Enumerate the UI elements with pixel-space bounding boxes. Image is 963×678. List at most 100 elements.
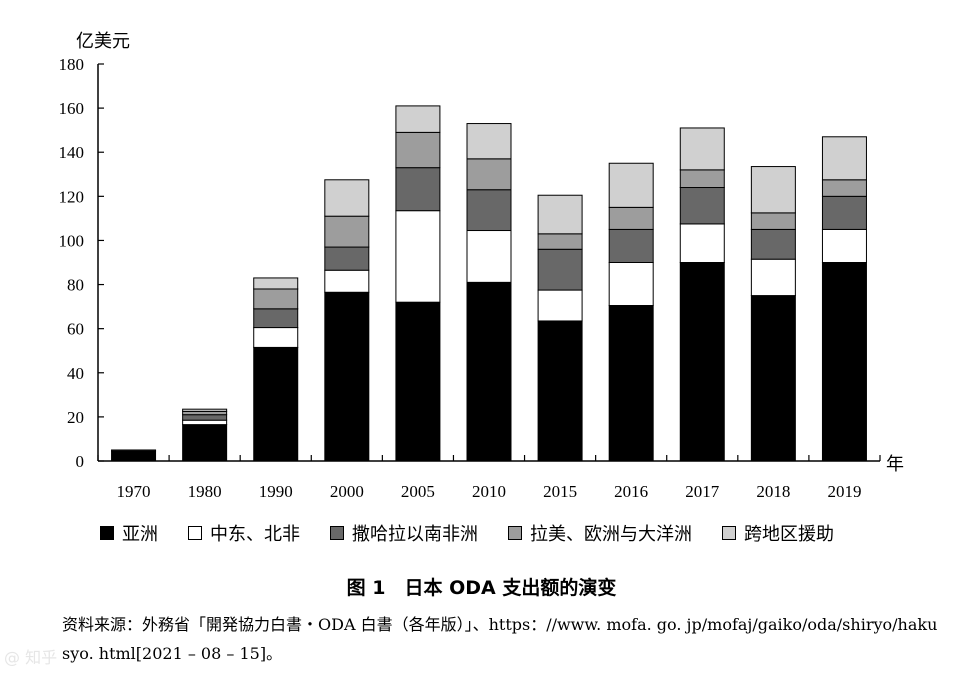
legend-swatch [188, 526, 202, 540]
bar-segment-2018-s0 [750, 295, 796, 462]
legend-item: 跨地区援助 [722, 520, 834, 546]
bar-segment-2000-s3 [324, 215, 370, 248]
legend-label: 撒哈拉以南非洲 [352, 524, 478, 545]
y-tick-label: 0 [76, 452, 85, 471]
bar-segment-2018-s3 [750, 212, 796, 230]
bar-segment-2015-s1 [537, 289, 583, 322]
bar-segment-1990-s3 [253, 288, 299, 310]
bar-stack-1970 [111, 449, 157, 462]
bar-stack-2016 [608, 162, 654, 462]
bar-segment-2016-s3 [608, 206, 654, 230]
x-tick-label: 2005 [401, 482, 435, 501]
legend-swatch [330, 526, 344, 540]
bar-segment-2005-s1 [395, 210, 441, 303]
legend-label: 跨地区援助 [744, 524, 834, 545]
bar-stack-2010 [466, 123, 512, 462]
x-tick-label: 2016 [614, 482, 648, 501]
bar-segment-2019-s3 [821, 179, 867, 197]
bar-segment-2015-s3 [537, 233, 583, 250]
bar-segment-2016-s1 [608, 262, 654, 307]
x-tick-label: 2017 [685, 482, 720, 501]
bar-segment-2019-s4 [821, 136, 867, 181]
bar-stack-1990 [253, 277, 299, 462]
bar-segment-2017-s4 [679, 127, 725, 171]
bar-segment-2000-s1 [324, 269, 370, 293]
bar-segment-1970-s2 [111, 449, 157, 452]
legend-label: 中东、北非 [210, 524, 300, 545]
y-tick-label: 60 [67, 320, 84, 339]
bar-segment-2005-s3 [395, 131, 441, 169]
bar-segment-2017-s2 [679, 187, 725, 225]
watermark: @ 知乎 [4, 648, 58, 667]
bar-segment-2005-s4 [395, 105, 441, 133]
bar-segment-1990-s0 [253, 346, 299, 462]
bar-segment-2015-s4 [537, 194, 583, 235]
bars [111, 105, 867, 462]
y-tick-label: 100 [59, 231, 85, 250]
bar-stack-2017 [679, 127, 725, 462]
bar-segment-1980-s4 [182, 408, 228, 412]
bar-segment-2010-s1 [466, 230, 512, 283]
bar-stack-1980 [182, 408, 228, 462]
bar-segment-1990-s2 [253, 308, 299, 329]
axes: 0 20 40 60 80 100 120 140 160 180 1970 1980 1990 2000… [59, 55, 881, 501]
y-tick-label: 80 [67, 276, 84, 295]
bar-segment-2010-s3 [466, 158, 512, 191]
x-tick-label: 1970 [117, 482, 151, 501]
legend-swatch [508, 526, 522, 540]
x-tick-label: 1990 [259, 482, 293, 501]
legend-swatch [100, 526, 114, 540]
bar-segment-1980-s0 [182, 424, 228, 462]
legend-item: 中东、北非 [188, 520, 300, 546]
bar-segment-2016-s0 [608, 305, 654, 462]
bar-segment-2017-s3 [679, 169, 725, 189]
y-tick-label: 120 [59, 187, 85, 206]
bar-segment-2018-s4 [750, 166, 796, 214]
bar-segment-2015-s2 [537, 248, 583, 291]
bar-segment-1990-s4 [253, 277, 299, 290]
bar-segment-2018-s2 [750, 228, 796, 260]
y-tick-label: 160 [59, 99, 85, 118]
bar-segment-2016-s4 [608, 162, 654, 208]
bar-segment-1980-s2 [182, 414, 228, 421]
y-tick-label: 40 [67, 364, 84, 383]
x-tick-label: 2015 [543, 482, 577, 501]
bar-segment-2018-s1 [750, 258, 796, 297]
bar-segment-2010-s0 [466, 281, 512, 462]
x-tick-label: 2010 [472, 482, 506, 501]
bar-segment-2005-s2 [395, 167, 441, 212]
x-axis-label: 年 [886, 454, 904, 475]
legend-item: 拉美、欧洲与大洋洲 [508, 520, 692, 546]
legend: 亚洲 中东、北非 撒哈拉以南非洲 拉美、欧洲与大洋洲 跨地区援助 [100, 520, 940, 546]
legend-item: 撒哈拉以南非洲 [330, 520, 478, 546]
bar-segment-2017-s1 [679, 223, 725, 263]
legend-label: 亚洲 [122, 524, 158, 545]
x-tick-label: 1980 [188, 482, 222, 501]
bar-stack-2005 [395, 105, 441, 462]
bar-chart: 0 20 40 60 80 100 120 140 160 180 1970 1980 1990 2000… [59, 31, 905, 501]
bar-segment-1980-s1 [182, 419, 228, 426]
bar-segment-1990-s1 [253, 327, 299, 348]
y-axis-label: 亿美元 [76, 31, 130, 52]
y-tick-label: 180 [59, 55, 85, 74]
figure-caption: 图 1 日本 ODA 支出额的演变 [346, 577, 617, 599]
bar-segment-2015-s0 [537, 320, 583, 462]
y-tick-label: 20 [67, 408, 84, 427]
bar-segment-2019-s1 [821, 228, 867, 264]
bar-segment-1970-s0 [111, 450, 157, 462]
source-note: 资料来源：外務省「開発協力白書・ODA 白書（各年版）」、https：//www… [62, 615, 938, 663]
legend-item: 亚洲 [100, 520, 158, 546]
bar-segment-2000-s0 [324, 291, 370, 462]
bar-stack-2000 [324, 179, 370, 462]
bar-segment-2010-s4 [466, 123, 512, 160]
bar-segment-2019-s2 [821, 195, 867, 230]
bar-segment-2005-s0 [395, 301, 441, 462]
legend-label: 拉美、欧洲与大洋洲 [530, 524, 692, 545]
x-tick-label: 2019 [827, 482, 861, 501]
bar-segment-2000-s2 [324, 246, 370, 271]
bar-segment-2017-s0 [679, 262, 725, 462]
bar-segment-2000-s4 [324, 179, 370, 217]
legend-swatch [722, 526, 736, 540]
bar-segment-2010-s2 [466, 189, 512, 232]
